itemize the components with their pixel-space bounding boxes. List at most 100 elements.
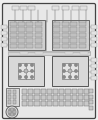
Circle shape: [31, 76, 33, 78]
Bar: [22, 95, 27, 99]
Bar: [84, 89, 89, 93]
Bar: [35, 21, 42, 26]
Bar: [26, 33, 34, 37]
Bar: [78, 89, 83, 93]
Bar: [62, 33, 69, 37]
Bar: [91, 76, 97, 79]
Bar: [89, 95, 93, 99]
Bar: [8, 100, 11, 103]
Bar: [54, 21, 60, 26]
Circle shape: [69, 64, 71, 66]
Bar: [59, 89, 64, 93]
Bar: [18, 44, 25, 48]
Bar: [91, 25, 97, 29]
Bar: [62, 38, 69, 42]
Bar: [72, 6, 79, 10]
Bar: [28, 6, 35, 10]
Bar: [20, 6, 27, 10]
Bar: [91, 58, 97, 61]
Bar: [84, 101, 89, 105]
Circle shape: [6, 106, 18, 118]
Bar: [35, 27, 42, 31]
Bar: [52, 56, 88, 86]
Bar: [22, 101, 27, 105]
Bar: [91, 70, 97, 73]
Bar: [34, 101, 40, 105]
Bar: [18, 38, 25, 42]
Bar: [62, 27, 69, 31]
Bar: [20, 51, 28, 54]
Bar: [26, 38, 34, 42]
Bar: [78, 101, 83, 105]
Circle shape: [75, 64, 77, 66]
Circle shape: [13, 109, 15, 111]
Bar: [72, 101, 77, 105]
Bar: [84, 95, 89, 99]
Circle shape: [31, 64, 33, 66]
Circle shape: [11, 111, 13, 113]
Circle shape: [8, 108, 16, 116]
Bar: [1, 43, 7, 46]
Bar: [8, 51, 90, 55]
Bar: [13, 90, 16, 93]
Bar: [47, 101, 52, 105]
Bar: [34, 95, 40, 99]
Bar: [10, 44, 16, 48]
Bar: [18, 63, 34, 79]
Circle shape: [25, 64, 27, 66]
Bar: [91, 64, 97, 67]
Bar: [79, 44, 86, 48]
Bar: [80, 6, 87, 10]
Bar: [52, 6, 59, 10]
Bar: [26, 21, 34, 26]
Bar: [62, 44, 69, 48]
Circle shape: [63, 76, 65, 78]
Bar: [70, 27, 78, 31]
Bar: [26, 27, 34, 31]
Bar: [35, 33, 42, 37]
Bar: [10, 38, 16, 42]
Bar: [12, 6, 19, 10]
Circle shape: [13, 113, 15, 115]
Bar: [70, 33, 78, 37]
Bar: [89, 105, 93, 109]
Bar: [41, 95, 46, 99]
Bar: [28, 95, 33, 99]
Bar: [91, 31, 97, 35]
Bar: [70, 44, 78, 48]
Bar: [1, 31, 7, 35]
Bar: [54, 44, 60, 48]
Bar: [18, 27, 25, 31]
Bar: [35, 51, 43, 54]
Bar: [28, 89, 33, 93]
Bar: [8, 90, 11, 93]
Bar: [65, 95, 71, 99]
Bar: [10, 33, 16, 37]
Bar: [41, 89, 46, 93]
Circle shape: [75, 76, 77, 78]
Bar: [65, 101, 71, 105]
Bar: [89, 100, 93, 104]
Circle shape: [19, 64, 21, 66]
Bar: [41, 101, 46, 105]
Bar: [53, 89, 58, 93]
Bar: [80, 51, 88, 54]
Circle shape: [63, 64, 65, 66]
Bar: [79, 27, 86, 31]
Bar: [22, 89, 27, 93]
Bar: [6, 88, 19, 106]
Bar: [89, 89, 93, 93]
Circle shape: [68, 69, 72, 73]
Bar: [91, 43, 97, 46]
Bar: [34, 89, 40, 93]
Bar: [70, 21, 78, 26]
Bar: [53, 101, 58, 105]
Circle shape: [19, 70, 21, 72]
Bar: [28, 101, 33, 105]
Circle shape: [31, 70, 33, 72]
Circle shape: [69, 76, 71, 78]
Circle shape: [63, 70, 65, 72]
Bar: [72, 89, 77, 93]
Bar: [59, 101, 64, 105]
Bar: [72, 95, 77, 99]
